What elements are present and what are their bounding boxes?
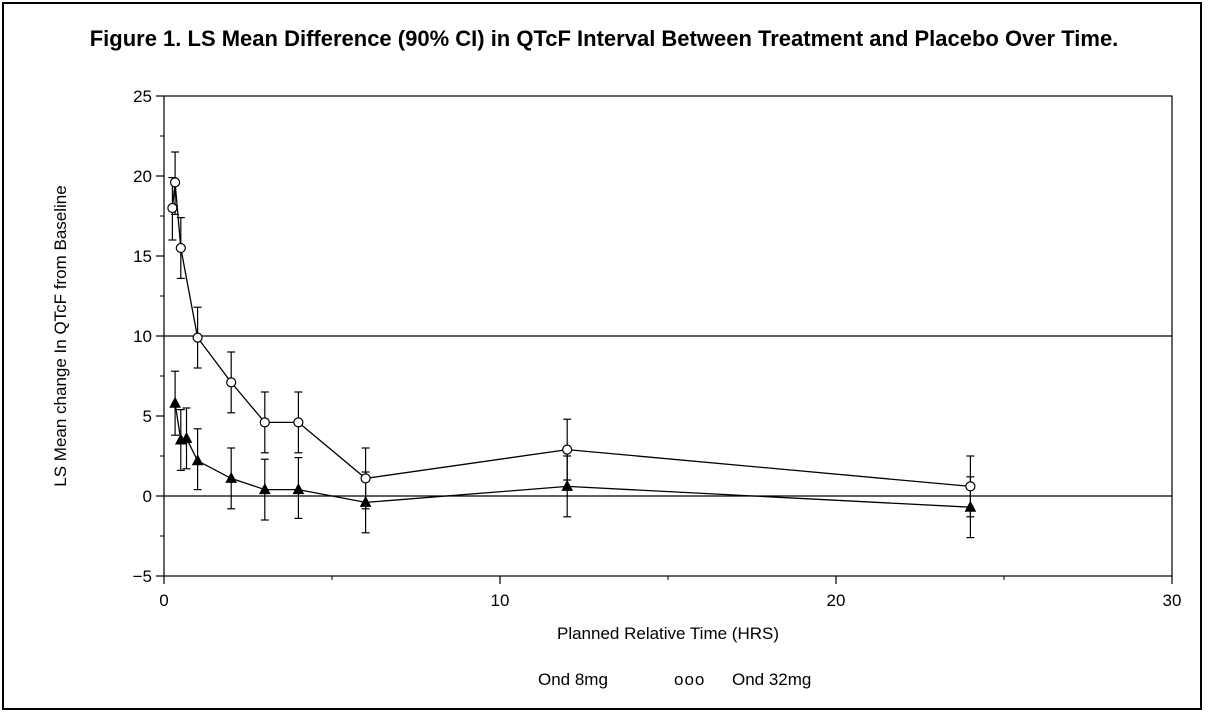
series-circle <box>167 151 976 518</box>
data-point <box>293 417 304 428</box>
series-triangle <box>169 370 977 539</box>
legend-symbol-circles: ooo <box>674 670 705 689</box>
chart-title: Figure 1. LS Mean Difference (90% CI) in… <box>89 26 1119 51</box>
y-tick-label: 0 <box>143 487 152 506</box>
data-point <box>167 202 178 214</box>
data-point <box>169 177 181 188</box>
legend: Ond 8mg ooo Ond 32mg <box>538 670 811 689</box>
y-axis-label: LS Mean change In QTcF from Baseline <box>51 185 70 486</box>
y-tick-label: 5 <box>143 407 152 426</box>
data-point <box>180 431 193 443</box>
y-tick-label: 25 <box>133 87 152 106</box>
x-tick-label: 20 <box>827 591 846 610</box>
data-point <box>965 481 976 492</box>
legend-label-ond-8mg: Ond 8mg <box>538 670 608 689</box>
data-point <box>562 444 573 455</box>
x-axis-label: Planned Relative Time (HRS) <box>557 624 779 643</box>
x-tick-label: 10 <box>491 591 510 610</box>
y-tick-label: −5 <box>133 567 152 586</box>
series-line <box>171 182 971 488</box>
x-tick-label: 30 <box>1163 591 1182 610</box>
data-point <box>360 473 371 484</box>
y-tick-label: 20 <box>133 167 152 186</box>
data-point <box>169 396 181 408</box>
data-point <box>192 332 203 343</box>
y-tick-label: 10 <box>133 327 152 346</box>
data-point <box>226 377 237 388</box>
data-point <box>191 454 204 466</box>
data-point <box>561 479 574 491</box>
x-tick-label: 0 <box>159 591 168 610</box>
legend-label-ond-32mg: Ond 32mg <box>732 670 811 689</box>
data-point <box>258 483 271 495</box>
data-point <box>259 417 270 428</box>
data-point <box>175 242 186 254</box>
data-point <box>292 483 305 495</box>
y-tick-label: 15 <box>133 247 152 266</box>
data-point <box>225 471 238 483</box>
